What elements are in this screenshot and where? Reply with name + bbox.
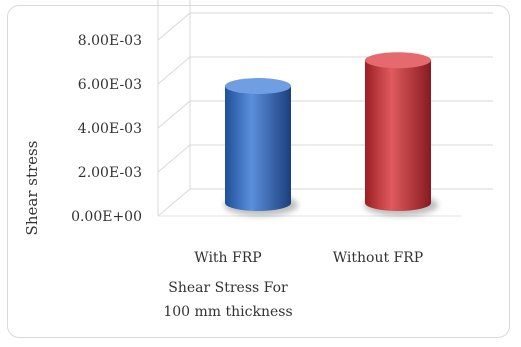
gridline-diagonal — [157, 144, 191, 173]
y-tick-labels: 0.00E+00 2.00E-03 4.00E-03 6.00E-03 8.00E-03 — [71, 33, 142, 225]
gridline-diagonal — [157, 100, 191, 129]
category-label: Without FRP — [333, 250, 423, 266]
y-tick-label: 0.00E+00 — [71, 209, 142, 225]
y-tick-label: 8.00E-03 — [78, 33, 142, 49]
gridline-diagonal — [157, 12, 191, 41]
category-labels: With FRP Without FRP — [194, 250, 423, 266]
bar-without-frp — [364, 52, 438, 216]
gridline-diagonal — [157, 188, 191, 217]
gridline-diagonal — [157, 56, 191, 85]
y-tick-label: 4.00E-03 — [78, 121, 142, 137]
bars — [224, 52, 438, 216]
gridlines — [157, 0, 493, 217]
category-label: With FRP — [194, 250, 261, 266]
y-tick-label: 2.00E-03 — [78, 165, 142, 181]
y-tick-label: 6.00E-03 — [78, 77, 142, 93]
y-axis-title: Shear stress — [23, 141, 41, 236]
bar-with-frp — [224, 78, 298, 216]
x-axis-title: Shear Stress For 100 mm thickness — [163, 280, 292, 320]
